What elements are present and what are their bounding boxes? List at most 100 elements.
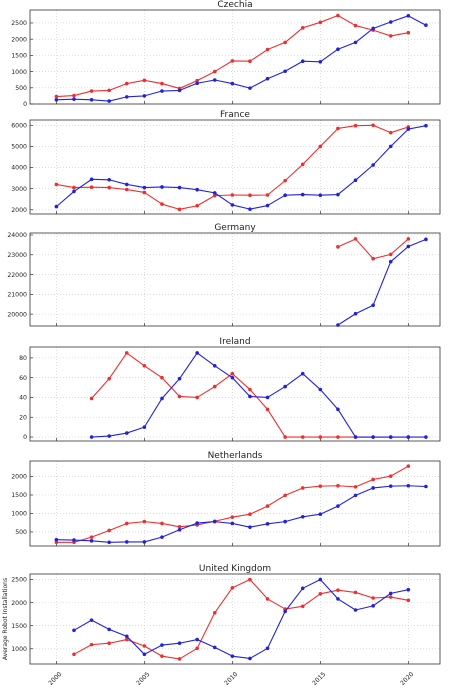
data-point <box>177 376 182 381</box>
data-point <box>336 245 340 249</box>
data-point <box>195 78 199 83</box>
data-point <box>177 394 182 399</box>
data-point <box>248 656 252 661</box>
data-point <box>195 187 199 192</box>
data-point <box>142 425 147 429</box>
data-point <box>300 515 305 519</box>
data-point <box>230 59 235 63</box>
data-point <box>353 590 358 595</box>
data-point <box>54 540 59 545</box>
y-tick-label: 2500 <box>11 577 27 584</box>
data-point <box>336 192 340 197</box>
data-point <box>195 351 199 355</box>
data-point <box>54 97 59 102</box>
data-point <box>300 371 305 376</box>
data-point <box>248 387 252 392</box>
data-point <box>160 185 164 189</box>
data-point <box>318 193 323 197</box>
data-point <box>283 435 287 439</box>
data-point <box>212 610 217 615</box>
data-point <box>248 207 252 211</box>
data-point <box>89 618 94 622</box>
data-point <box>371 303 375 308</box>
data-point <box>195 395 199 400</box>
y-tick-label: 0 <box>23 434 27 441</box>
data-point <box>265 522 270 526</box>
chart-panel: 0 500 1000 1500 2000 2500 Czechia <box>11 0 441 108</box>
panel-title: Czechia <box>217 0 252 10</box>
data-point <box>195 521 199 525</box>
data-point <box>124 540 129 544</box>
data-point <box>388 484 393 488</box>
data-point <box>142 190 147 195</box>
data-point <box>318 435 323 439</box>
series-line-red <box>73 578 409 660</box>
data-point <box>107 177 111 182</box>
y-tick-label: 20 <box>19 414 27 421</box>
data-point <box>107 99 111 103</box>
data-point <box>283 69 287 74</box>
data-point <box>353 311 358 316</box>
data-point <box>388 34 393 38</box>
panel-frame <box>29 573 441 665</box>
x-tick-label: 2010 <box>223 671 239 685</box>
panel-title: Ireland <box>219 337 250 347</box>
data-point <box>371 163 375 167</box>
data-point <box>142 94 147 98</box>
data-point <box>318 387 323 392</box>
data-point <box>177 641 182 646</box>
data-point <box>406 127 411 131</box>
data-point <box>371 435 375 439</box>
data-point <box>212 364 217 368</box>
data-point <box>318 592 323 596</box>
data-point <box>371 596 375 600</box>
y-tick-label: 22000 <box>7 272 27 279</box>
data-point <box>124 521 129 526</box>
series-line-blue <box>56 125 427 210</box>
data-point <box>160 643 164 647</box>
data-point <box>265 646 270 651</box>
panel-title: France <box>220 110 250 120</box>
data-point <box>388 591 393 596</box>
data-point <box>107 627 111 632</box>
data-point <box>72 93 76 98</box>
data-point <box>230 654 235 658</box>
y-tick-label: 1500 <box>11 53 27 60</box>
chart-panel: 1000 1500 2000 2500 2000 2005 2010 2015 2020 Unit… <box>11 564 441 687</box>
data-point <box>124 431 129 435</box>
data-point <box>283 40 287 45</box>
data-point <box>406 464 411 468</box>
data-point <box>318 60 323 64</box>
panel-frame <box>29 232 441 327</box>
series-line-blue <box>56 485 426 543</box>
data-point <box>54 182 59 187</box>
panel-title: Netherlands <box>208 451 263 461</box>
data-point <box>107 540 111 545</box>
series-line-blue <box>73 578 409 660</box>
data-point <box>89 539 94 543</box>
data-point <box>283 519 287 524</box>
data-point <box>353 123 358 128</box>
data-point <box>353 40 358 45</box>
data-point <box>230 375 235 380</box>
data-point <box>336 126 340 131</box>
y-tick-label: 24000 <box>7 232 27 239</box>
data-point <box>124 187 129 192</box>
y-tick-label: 6000 <box>11 122 27 129</box>
data-point <box>283 178 287 183</box>
data-point <box>212 78 217 82</box>
data-point <box>212 519 217 524</box>
y-tick-label: 1000 <box>11 69 27 76</box>
data-point <box>406 598 411 603</box>
data-point <box>406 483 411 488</box>
data-point <box>283 384 287 389</box>
data-point <box>265 407 270 412</box>
data-point <box>160 535 164 539</box>
data-point <box>371 26 375 31</box>
data-point <box>89 396 94 401</box>
y-tick-label: 23000 <box>7 252 27 259</box>
data-point <box>195 203 199 208</box>
panel-title: United Kingdom <box>199 564 271 574</box>
data-point <box>230 203 235 207</box>
data-point <box>406 244 411 249</box>
